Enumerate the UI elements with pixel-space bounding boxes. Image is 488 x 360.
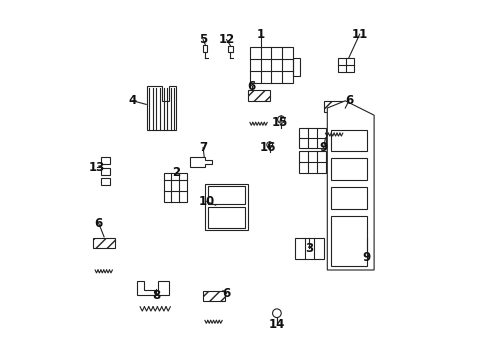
Text: 12: 12 <box>218 33 234 46</box>
Bar <box>101 168 109 175</box>
Bar <box>101 157 109 164</box>
Text: 13: 13 <box>89 161 105 174</box>
Bar <box>330 216 366 266</box>
Circle shape <box>266 142 272 148</box>
Bar <box>207 186 244 204</box>
Text: 4: 4 <box>128 94 137 107</box>
Polygon shape <box>136 281 168 295</box>
Bar <box>204 184 247 230</box>
Bar <box>207 207 244 228</box>
Text: 6: 6 <box>222 287 230 300</box>
Text: 2: 2 <box>172 166 180 179</box>
Text: 16: 16 <box>259 141 276 154</box>
Bar <box>323 101 345 112</box>
Circle shape <box>277 116 284 123</box>
Polygon shape <box>147 86 176 130</box>
Text: 11: 11 <box>351 28 367 41</box>
Text: 9: 9 <box>319 141 327 154</box>
Text: 6: 6 <box>94 217 102 230</box>
Text: 3: 3 <box>305 242 313 255</box>
Text: 15: 15 <box>271 116 287 129</box>
Bar <box>101 178 109 185</box>
Bar <box>93 238 115 248</box>
Bar <box>294 238 323 259</box>
Text: 6: 6 <box>247 80 255 93</box>
Text: 6: 6 <box>344 94 352 107</box>
Bar <box>330 130 366 151</box>
Text: 7: 7 <box>199 141 207 154</box>
Text: 1: 1 <box>256 28 264 41</box>
Text: 8: 8 <box>152 289 160 302</box>
Text: 10: 10 <box>198 195 214 208</box>
Text: 5: 5 <box>199 33 207 46</box>
Bar <box>337 58 354 72</box>
Bar <box>203 291 224 301</box>
Bar <box>249 47 292 83</box>
Text: 14: 14 <box>268 318 285 330</box>
Text: 9: 9 <box>362 251 370 264</box>
Bar <box>298 151 325 173</box>
Polygon shape <box>190 157 212 167</box>
Circle shape <box>272 309 281 318</box>
Bar <box>203 45 207 52</box>
Bar <box>292 58 300 76</box>
Bar <box>247 90 269 101</box>
Polygon shape <box>326 101 373 270</box>
Bar <box>228 46 232 52</box>
Bar <box>330 158 366 180</box>
Bar <box>330 187 366 209</box>
Bar <box>163 173 186 202</box>
Bar <box>298 128 325 148</box>
